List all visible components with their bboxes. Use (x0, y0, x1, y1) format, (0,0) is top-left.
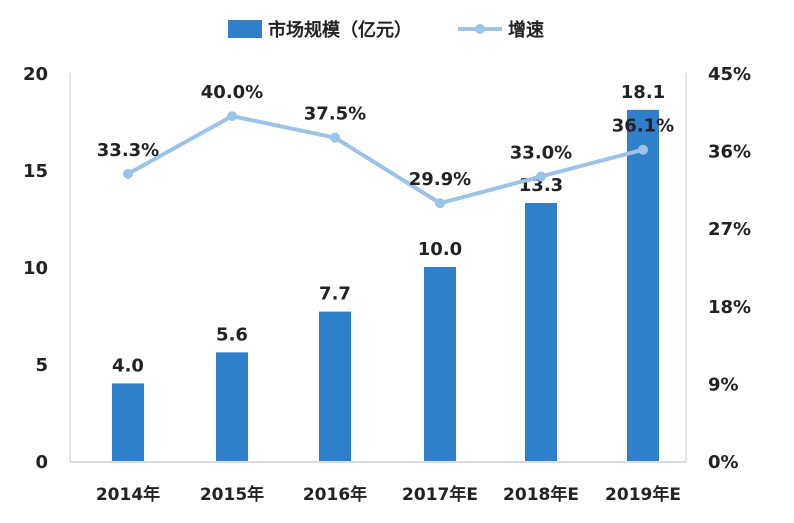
line-label: 33.3% (97, 140, 159, 161)
line-label: 33.0% (510, 142, 572, 163)
legend-bar-label: 市场规模（亿元） (268, 19, 412, 41)
line-label: 36.1% (612, 116, 674, 137)
left-tick-label: 0 (35, 452, 48, 473)
bar-label: 5.6 (216, 324, 248, 345)
legend-line-label: 增速 (508, 19, 544, 41)
x-tick-label: 2014年 (96, 484, 160, 505)
line-label: 37.5% (304, 104, 366, 125)
right-tick-label: 45% (708, 64, 751, 85)
line-label: 29.9% (409, 169, 471, 190)
right-tick-label: 18% (708, 297, 751, 318)
bar-label: 18.1 (621, 82, 665, 103)
line-point (227, 111, 237, 122)
right-tick-label: 0% (708, 452, 739, 473)
right-tick-label: 36% (708, 142, 751, 163)
left-tick-label: 15 (23, 161, 48, 182)
x-tick-label: 2016年 (303, 484, 367, 505)
x-tick-label: 2018年E (503, 484, 579, 505)
legend: 市场规模（亿元） 增速 (228, 19, 544, 41)
line-point (536, 171, 546, 182)
legend-bar-swatch (228, 20, 262, 38)
bar-label: 10.0 (418, 239, 462, 260)
line-point (435, 198, 445, 209)
x-tick-label: 2015年 (200, 484, 264, 505)
bar-label: 7.7 (319, 284, 351, 305)
bar (319, 311, 351, 461)
line-label: 40.0% (201, 82, 263, 103)
line-point (638, 144, 648, 155)
bar (112, 383, 144, 461)
growth-line (127, 114, 644, 206)
right-tick-label: 27% (708, 219, 751, 240)
bar-label: 4.0 (112, 355, 144, 376)
x-tick-label: 2019年E (605, 484, 681, 505)
left-tick-label: 20 (23, 64, 48, 85)
x-tick-label: 2017年E (402, 484, 478, 505)
legend-line-marker (475, 24, 485, 34)
bar (525, 202, 557, 462)
left-tick-label: 10 (23, 258, 48, 279)
left-tick-label: 5 (35, 355, 48, 376)
bar (216, 352, 248, 461)
bar (627, 109, 659, 462)
line-point (330, 132, 340, 143)
bar (424, 267, 456, 461)
line-point (123, 168, 133, 179)
right-tick-label: 9% (708, 374, 739, 395)
